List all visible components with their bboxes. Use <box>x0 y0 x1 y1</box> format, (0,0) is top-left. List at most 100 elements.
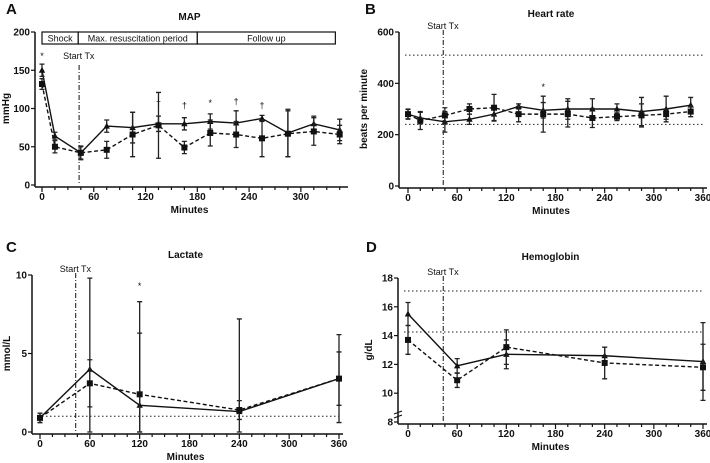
data-point-triangle <box>466 115 473 122</box>
series-dashed <box>405 324 706 391</box>
y-tick-label: 150 <box>13 66 30 77</box>
data-point-triangle <box>453 362 461 369</box>
x-tick-label: 360 <box>331 439 348 450</box>
data-point-triangle <box>404 310 412 317</box>
data-point-square <box>236 407 243 414</box>
axis-break-mark <box>393 410 403 419</box>
y-tick-label: 400 <box>377 79 394 90</box>
data-point-square <box>259 135 266 142</box>
y-axis-label: beats per minute <box>359 69 370 149</box>
data-point-square <box>310 128 317 135</box>
x-tick-label: 120 <box>498 429 515 440</box>
x-tick-label: 180 <box>547 193 564 204</box>
x-axis-label: Minutes <box>167 452 205 463</box>
x-tick-label: 300 <box>293 192 310 203</box>
x-tick-label: 0 <box>405 429 411 440</box>
data-point-square <box>336 131 343 138</box>
data-point-triangle <box>181 120 188 127</box>
data-point-square <box>417 117 424 124</box>
series-dashed <box>39 78 343 161</box>
x-tick-label: 120 <box>131 439 148 450</box>
x-tick-label: 360 <box>695 193 710 204</box>
y-tick-label: 12 <box>382 360 394 371</box>
panel-letter: D <box>366 239 377 256</box>
chart-title: MAP <box>178 12 201 23</box>
x-tick-label: 180 <box>189 192 206 203</box>
data-point-square <box>503 344 510 351</box>
data-point-square <box>233 131 240 138</box>
x-tick-label: 0 <box>39 192 45 203</box>
x-tick-label: 60 <box>452 429 464 440</box>
y-tick-label: 10 <box>382 389 394 400</box>
series-line <box>41 83 340 154</box>
panel-c: C Lactate Minutes mmol/L 0 5 10 0 60 120 180 240 300… <box>2 239 348 463</box>
significance-marker: † <box>182 101 187 111</box>
y-tick-label: 10 <box>16 271 28 282</box>
y-tick-label: 16 <box>382 302 394 313</box>
data-point-square <box>136 391 143 398</box>
data-point-square <box>601 359 608 366</box>
data-point-square <box>687 108 694 115</box>
x-axis-label: Minutes <box>171 205 209 216</box>
x-tick-label: 0 <box>37 439 43 450</box>
panel-letter: A <box>6 1 17 18</box>
x-tick-label: 60 <box>84 439 96 450</box>
y-tick-label: 5 <box>21 349 27 360</box>
x-axis-label: Minutes <box>532 206 570 217</box>
significance-marker: † <box>234 97 239 107</box>
start-tx-label: Start Tx <box>63 51 95 61</box>
data-point-square <box>564 111 571 118</box>
series-line <box>407 339 704 382</box>
phase-box <box>196 31 336 45</box>
x-tick-label: 180 <box>547 429 564 440</box>
data-point-square <box>466 106 473 112</box>
start-tx-label: Start Tx <box>60 264 92 274</box>
significance-marker: * <box>138 281 142 291</box>
y-tick-label: 8 <box>387 418 393 429</box>
chart-title: Heart rate <box>528 9 575 20</box>
data-point-triangle <box>103 122 110 129</box>
y-tick-label: 200 <box>377 130 394 141</box>
y-tick-label: 0 <box>24 181 30 192</box>
data-point-square <box>613 113 620 120</box>
x-tick-label: 60 <box>452 193 464 204</box>
series-dashed <box>405 93 694 133</box>
data-point-triangle <box>38 66 46 73</box>
error-bar <box>137 332 143 433</box>
data-point-square <box>454 377 461 384</box>
x-tick-label: 360 <box>695 429 710 440</box>
y-axis-label: g/dL <box>364 339 375 360</box>
x-tick-label: 300 <box>281 439 298 450</box>
data-point-square <box>638 112 645 119</box>
phase-label: Max. resuscitation period <box>88 34 188 44</box>
data-point-square <box>589 114 596 121</box>
data-point-square <box>86 380 93 387</box>
data-point-square <box>336 375 342 382</box>
significance-marker: † <box>156 98 161 108</box>
series-line <box>39 368 340 419</box>
data-point-square <box>207 129 214 136</box>
phase-label: Shock <box>48 34 74 44</box>
significance-marker: * <box>40 51 44 61</box>
data-point-square <box>181 144 188 151</box>
data-point-square <box>515 111 522 118</box>
significance-marker: * <box>208 98 212 108</box>
x-tick-label: 240 <box>596 429 613 440</box>
chart-title: Hemoglobin <box>522 252 580 263</box>
series-line <box>41 70 340 154</box>
x-tick-label: 60 <box>88 192 100 203</box>
data-point-triangle <box>613 105 621 112</box>
data-point-square <box>700 364 706 371</box>
y-axis-label: mmol/L <box>2 336 13 372</box>
x-tick-label: 300 <box>645 429 662 440</box>
phase-label: Follow up <box>247 34 286 44</box>
x-tick-label: 180 <box>181 439 198 450</box>
x-tick-label: 240 <box>241 192 258 203</box>
y-tick-label: 0 <box>21 428 27 439</box>
series-solid <box>36 277 343 433</box>
data-point-square <box>405 336 411 343</box>
start-tx-label: Start Tx <box>427 21 459 31</box>
panel-letter: B <box>365 1 376 18</box>
x-tick-label: 300 <box>645 193 662 204</box>
x-tick-label: 240 <box>596 193 613 204</box>
